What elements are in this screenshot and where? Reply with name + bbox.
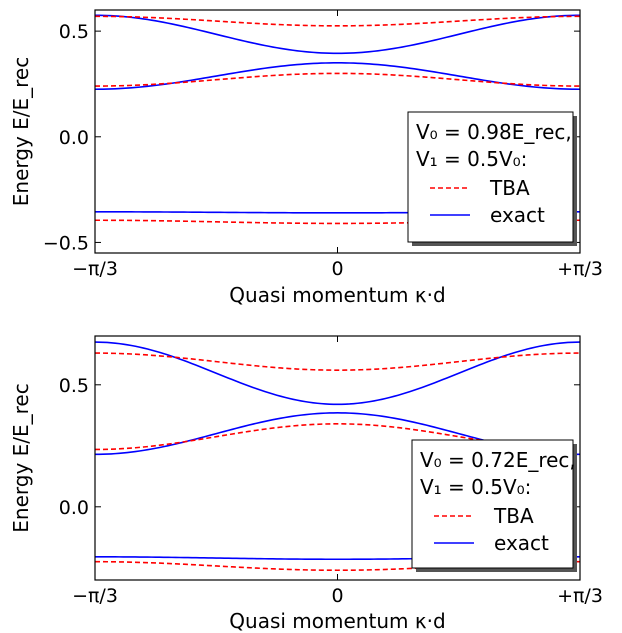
- legend-title-line-2: V₁ = 0.5V₀:: [420, 475, 531, 499]
- TBA-band-1-line: [95, 352, 580, 371]
- TBA-band-1-line: [95, 15, 580, 27]
- legend-box: [407, 111, 574, 243]
- legend-tba-label: TBA: [489, 176, 530, 200]
- legend-exact-label: exact: [490, 203, 545, 227]
- plot-area: [95, 14, 580, 225]
- y-tick-label: 0.5: [59, 375, 89, 397]
- legend-box: [411, 439, 574, 569]
- x-tick-label: −π/3: [72, 258, 118, 280]
- x-tick-label: 0: [331, 585, 343, 607]
- y-axis-label: Energy E/E_rec: [9, 383, 33, 532]
- legend: V₀ = 0.72E_rec, V₁ = 0.5V₀: TBA exact: [411, 439, 577, 572]
- exact-band-1-line: [95, 341, 580, 406]
- y-axis-label: Energy E/E_rec: [9, 57, 33, 206]
- y-tick-label: 0.0: [59, 497, 89, 519]
- legend-title-line-1: V₀ = 0.98E_rec,: [416, 120, 572, 144]
- TBA-band-2-line: [95, 423, 580, 451]
- chart-panel-2: −π/3 0 +π/3 0.0 0.5 Quasi momentum κ·d Energy …: [9, 335, 603, 633]
- legend: V₀ = 0.98E_rec, V₁ = 0.5V₀: TBA exact: [407, 111, 577, 246]
- TBA-band-2-line: [95, 72, 580, 87]
- y-tick-label: −0.5: [43, 232, 89, 254]
- exact-band-2-line: [95, 62, 580, 91]
- x-axis-label: Quasi momentum κ·d: [229, 283, 445, 307]
- x-tick-label: −π/3: [72, 585, 118, 607]
- x-tick-label: +π/3: [557, 258, 603, 280]
- exact-band-1-line: [95, 14, 580, 55]
- chart-panel-1: −π/3 0 +π/3 −0.5 0.0 0.5 Quasi momentum κ·d Ene…: [9, 9, 603, 307]
- legend-title-line-1: V₀ = 0.72E_rec,: [420, 448, 576, 472]
- legend-exact-label: exact: [494, 531, 549, 555]
- y-tick-label: 0.0: [59, 127, 89, 149]
- y-tick-label: 0.5: [59, 21, 89, 43]
- legend-title-line-2: V₁ = 0.5V₀:: [416, 147, 527, 171]
- legend-tba-label: TBA: [493, 504, 534, 528]
- x-tick-label: +π/3: [557, 585, 603, 607]
- x-tick-label: 0: [331, 258, 343, 280]
- x-axis-label: Quasi momentum κ·d: [229, 609, 445, 633]
